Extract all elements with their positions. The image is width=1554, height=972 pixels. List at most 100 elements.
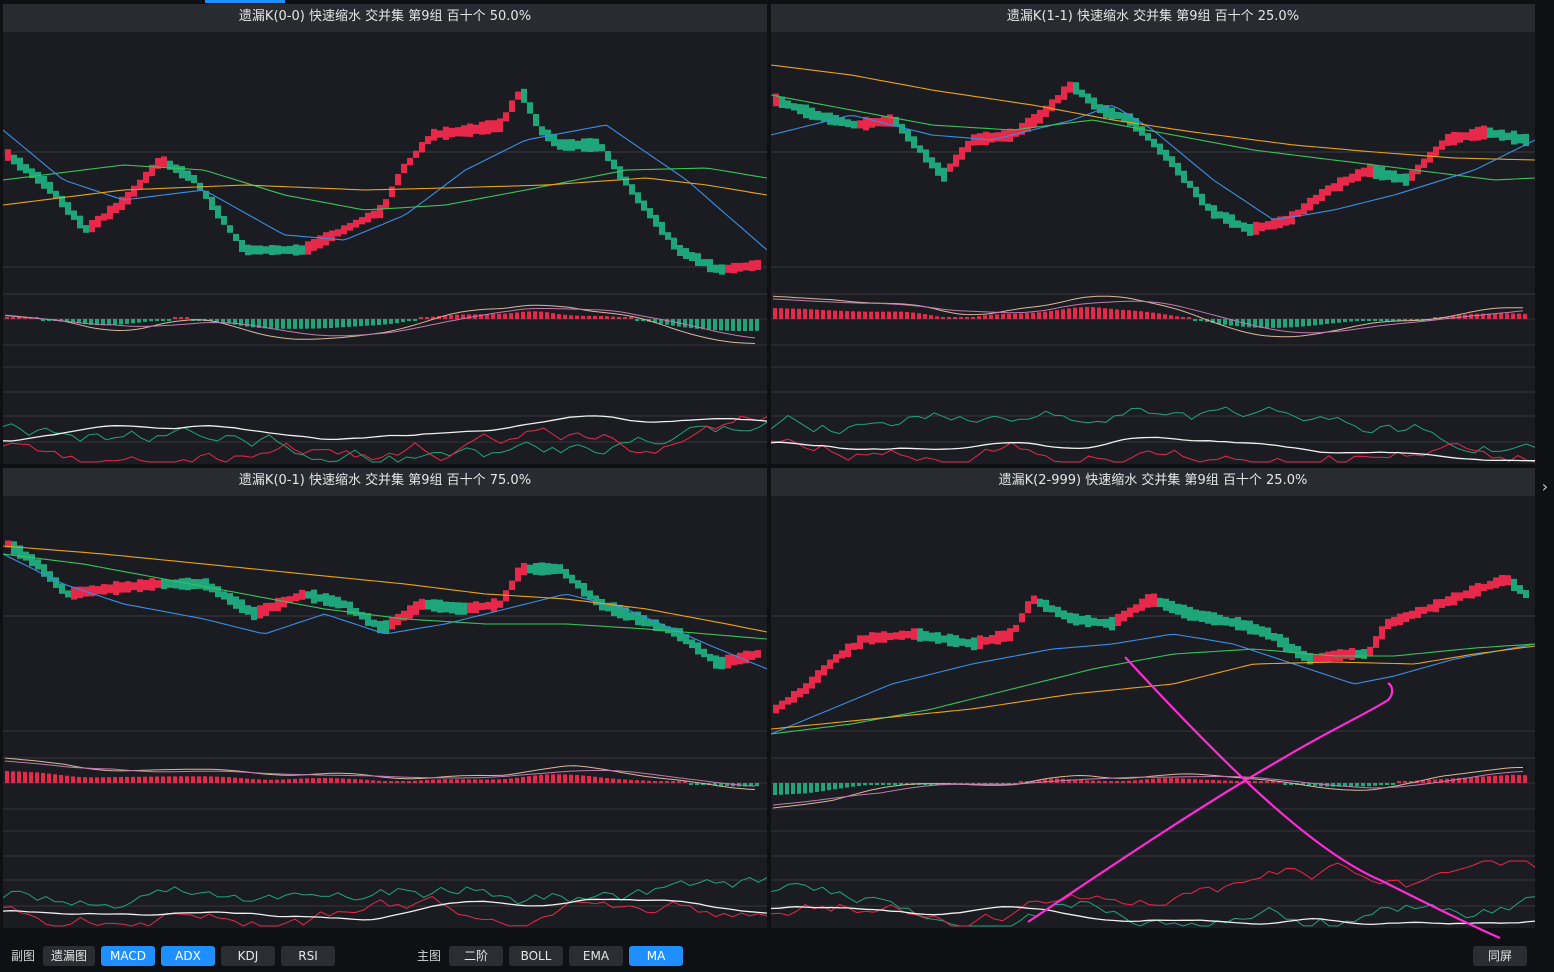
candle-up xyxy=(743,650,749,664)
macd-bar xyxy=(1253,781,1257,783)
candle-up xyxy=(1031,114,1037,128)
candle-up xyxy=(1433,599,1439,613)
ma-blue-line xyxy=(3,553,767,670)
candle-up xyxy=(1421,606,1427,614)
macd-bar xyxy=(1271,319,1275,328)
candle-up xyxy=(413,601,419,615)
main-btn-ema[interactable]: EMA xyxy=(569,946,623,966)
candles xyxy=(5,540,761,670)
macd-bar xyxy=(1103,308,1107,319)
candle-down xyxy=(215,205,221,219)
chart-panel-0-0[interactable]: 遗漏K(0-0) 快速缩水 交并集 第9组 百十个 50.0% xyxy=(3,4,767,464)
sub-btn-rsi[interactable]: RSI xyxy=(281,946,335,966)
macd-bar xyxy=(251,319,255,328)
chart-panel-0-1[interactable]: 遗漏K(0-1) 快速缩水 交并集 第9组 百十个 75.0% xyxy=(3,468,767,928)
macd-bar xyxy=(1493,775,1497,783)
macd-bar xyxy=(1199,319,1203,321)
macd-bar xyxy=(251,779,255,783)
macd-bar xyxy=(689,319,693,329)
candle-down xyxy=(1235,617,1241,631)
candle-up xyxy=(491,598,497,612)
candle-up xyxy=(791,691,797,703)
macd-bar xyxy=(119,777,123,783)
macd-bar xyxy=(1379,319,1383,321)
candle-down xyxy=(29,554,35,567)
candle-down xyxy=(251,245,257,255)
candle-up xyxy=(515,91,521,100)
macd-bar xyxy=(737,319,741,331)
macd-bar xyxy=(899,311,903,319)
macd-bar xyxy=(527,311,531,319)
candle-down xyxy=(605,151,611,161)
candle-down xyxy=(233,596,239,609)
macd-bar xyxy=(959,317,963,319)
macd-bar xyxy=(515,777,519,783)
candle-down xyxy=(335,596,341,609)
macd-bar xyxy=(1511,774,1515,783)
candle-up xyxy=(737,652,743,665)
macd-bar xyxy=(995,314,999,319)
macd-bar xyxy=(1211,319,1215,323)
macd-bar xyxy=(551,313,555,319)
main-btn-second-order[interactable]: 二阶 xyxy=(449,946,503,966)
chart-panel-1-1[interactable]: 遗漏K(1-1) 快速缩水 交并集 第9组 百十个 25.0% xyxy=(771,4,1535,464)
candle-down xyxy=(299,245,305,255)
macd-bar xyxy=(557,314,561,319)
macd-bar xyxy=(857,311,861,319)
candle-down xyxy=(557,139,563,150)
candle-up xyxy=(743,262,749,271)
macd-bar xyxy=(839,783,843,789)
candle-down xyxy=(1187,606,1193,621)
sub-btn-adx[interactable]: ADX xyxy=(161,946,215,966)
chevron-right-icon[interactable]: › xyxy=(1541,477,1549,496)
macd-bar xyxy=(257,319,261,328)
macd-bar xyxy=(749,319,753,331)
macd-bar xyxy=(593,776,597,783)
candle-down xyxy=(179,166,185,179)
macd-bar xyxy=(65,775,69,783)
chart-panel-2-999[interactable]: 遗漏K(2-999) 快速缩水 交并集 第9组 百十个 25.0% xyxy=(771,468,1535,928)
candle-down xyxy=(383,620,389,634)
candle-up xyxy=(725,264,731,273)
candle-down xyxy=(1181,170,1187,183)
macd-bar xyxy=(155,776,159,783)
macd-bar xyxy=(839,310,843,319)
adx-plus-di-line xyxy=(771,406,1535,454)
macd-bar xyxy=(101,777,105,783)
candle-down xyxy=(1043,599,1049,612)
candle-up xyxy=(347,222,353,231)
chart-area[interactable] xyxy=(3,32,767,464)
sub-btn-macd[interactable]: MACD xyxy=(101,946,155,966)
candle-down xyxy=(605,602,611,612)
sync-screen-button[interactable]: 同屏 xyxy=(1473,946,1527,966)
macd-bar xyxy=(1505,775,1509,783)
candle-up xyxy=(839,650,845,659)
candle-down xyxy=(851,120,857,129)
candle-down xyxy=(1151,138,1157,148)
macd-bar xyxy=(1025,313,1029,319)
macd-bar xyxy=(617,317,621,319)
candle-down xyxy=(1157,597,1163,607)
main-btn-ma[interactable]: MA xyxy=(629,946,683,966)
sub-btn-kdj[interactable]: KDJ xyxy=(221,946,275,966)
macd-bar xyxy=(1181,778,1185,783)
macd-bar xyxy=(245,778,249,783)
sub-btn-missing-chart[interactable]: 遗漏图 xyxy=(43,946,95,966)
macd-bar xyxy=(743,783,747,787)
candle-down xyxy=(329,595,335,607)
macd-bar xyxy=(461,314,465,319)
macd-bar xyxy=(1043,311,1047,319)
macd-bar xyxy=(1019,781,1023,783)
macd-bar xyxy=(1265,781,1269,783)
chart-area[interactable] xyxy=(771,32,1535,464)
candle-up xyxy=(479,602,485,611)
macd-bar xyxy=(869,311,873,319)
candle-down xyxy=(701,648,707,658)
chart-area[interactable] xyxy=(3,496,767,928)
candle-down xyxy=(311,589,317,604)
candle-down xyxy=(23,551,29,561)
main-btn-boll[interactable]: BOLL xyxy=(509,946,563,966)
macd-bar xyxy=(449,779,453,783)
ma-green-line xyxy=(3,553,767,640)
chart-area[interactable] xyxy=(771,496,1535,928)
